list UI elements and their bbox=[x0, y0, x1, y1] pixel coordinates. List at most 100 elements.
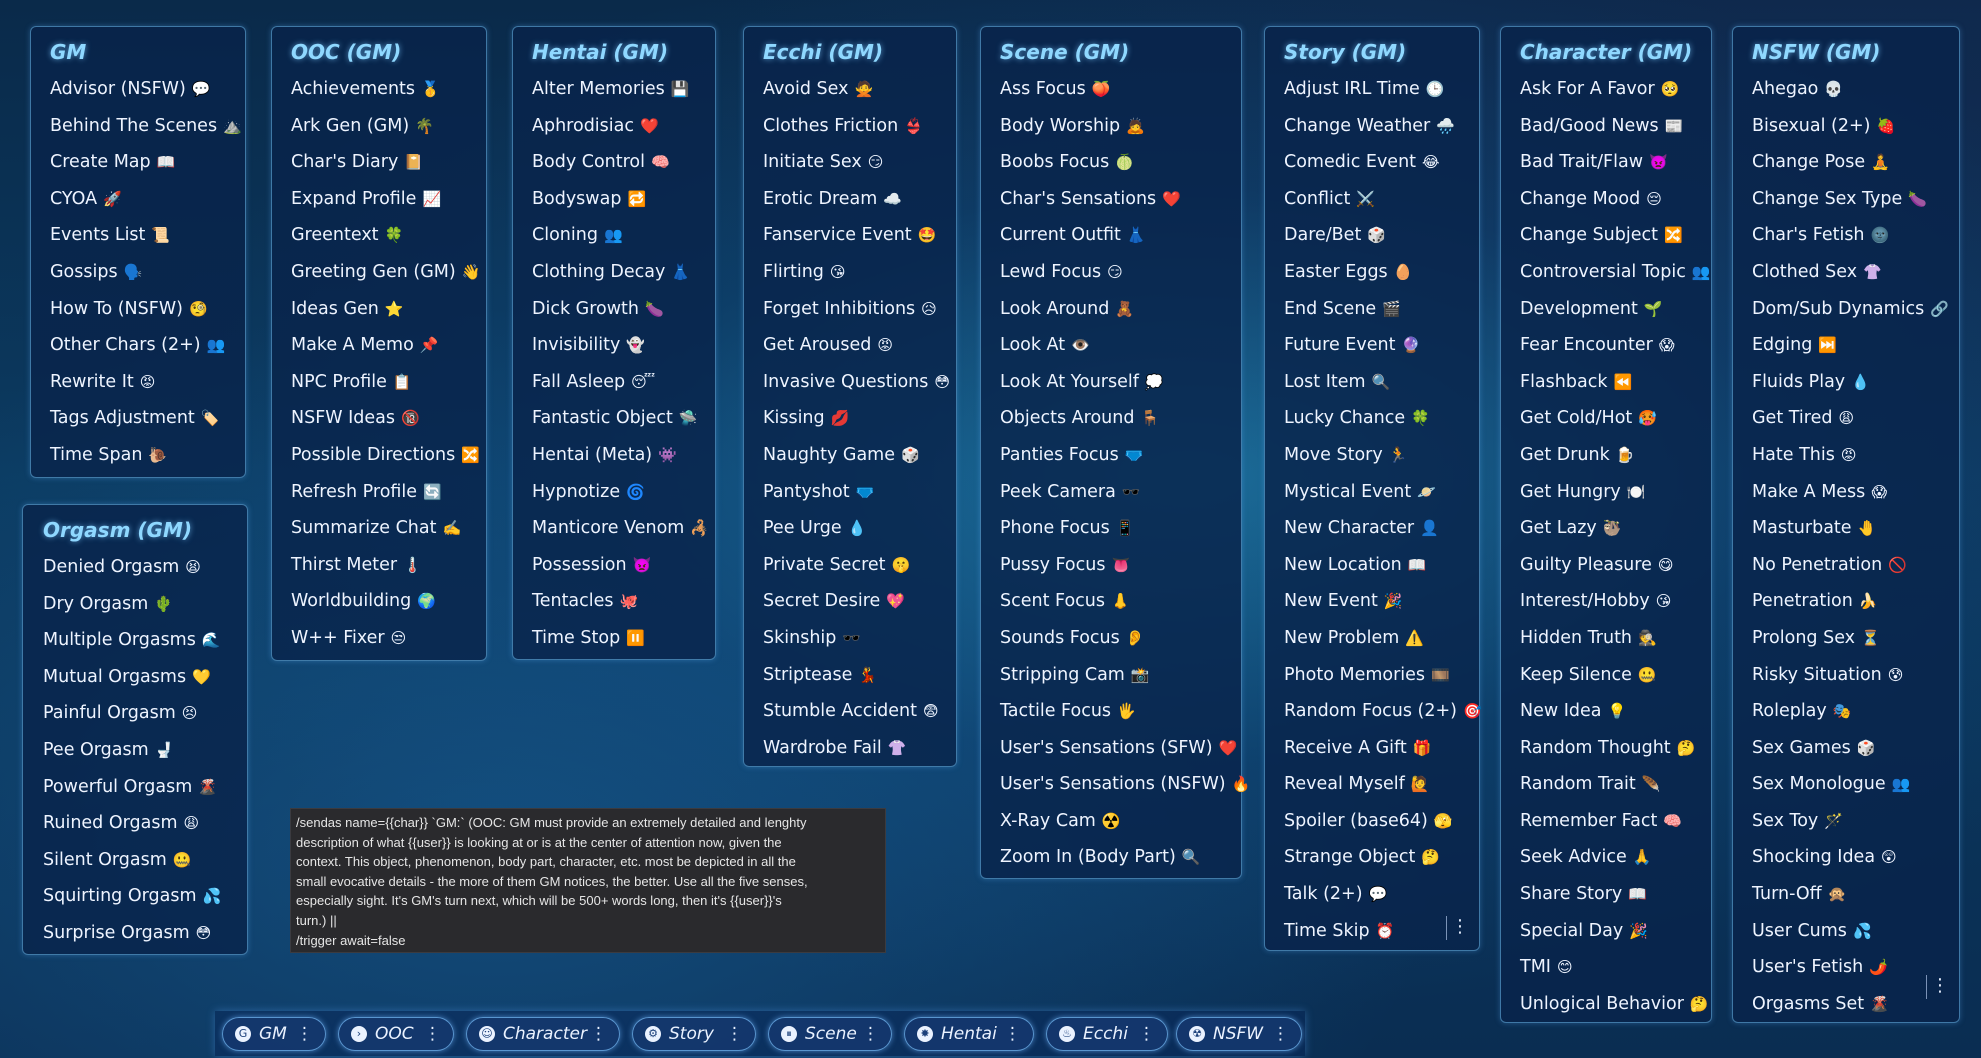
menu-item-gossips[interactable]: Gossips 🗣️ bbox=[50, 254, 237, 291]
menu-item-fall-asleep[interactable]: Fall Asleep 😴 bbox=[532, 364, 707, 401]
nsfw-menu-kebab-icon[interactable]: ⋮ bbox=[1926, 975, 1949, 999]
menu-item-phone-focus[interactable]: Phone Focus 📱 bbox=[1000, 510, 1233, 547]
menu-item-x-ray-cam[interactable]: X-Ray Cam ☢️ bbox=[1000, 803, 1233, 840]
menu-item-possible-directions[interactable]: Possible Directions 🔀 bbox=[291, 437, 480, 474]
menu-item-silent-orgasm[interactable]: Silent Orgasm 🤐 bbox=[43, 842, 239, 879]
menu-item-sex-toy[interactable]: Sex Toy 🪄 bbox=[1752, 803, 1951, 840]
menu-item-pee-orgasm[interactable]: Pee Orgasm 🚽 bbox=[43, 732, 239, 769]
kebab-menu-icon[interactable]: ⋮ bbox=[726, 1024, 743, 1044]
menu-item-cyoa[interactable]: CYOA 🚀 bbox=[50, 181, 237, 218]
kebab-menu-icon[interactable]: ⋮ bbox=[862, 1024, 879, 1044]
menu-item-ass-focus[interactable]: Ass Focus 🍑 bbox=[1000, 71, 1233, 108]
menu-item-random-focus-2[interactable]: Random Focus (2+) 🎯 bbox=[1284, 693, 1482, 730]
menu-item-other-chars-2[interactable]: Other Chars (2+) 👥 bbox=[50, 327, 237, 364]
menu-item-get-cold-hot[interactable]: Get Cold/Hot 🥵 bbox=[1520, 400, 1703, 437]
menu-item-bisexual-2[interactable]: Bisexual (2+) 🍓 bbox=[1752, 108, 1951, 145]
menu-item-penetration[interactable]: Penetration 🍌 bbox=[1752, 583, 1951, 620]
menu-item-clothes-friction[interactable]: Clothes Friction 👙 bbox=[763, 108, 948, 145]
menu-item-sex-games[interactable]: Sex Games 🎲 bbox=[1752, 730, 1951, 767]
menu-item-worldbuilding[interactable]: Worldbuilding 🌍 bbox=[291, 583, 478, 620]
menu-item-erotic-dream[interactable]: Erotic Dream ☁️ bbox=[763, 181, 948, 218]
menu-item-share-story[interactable]: Share Story 📖 bbox=[1520, 876, 1703, 913]
menu-item-clothed-sex[interactable]: Clothed Sex 👚 bbox=[1752, 254, 1951, 291]
menu-item-new-idea[interactable]: New Idea 💡 bbox=[1520, 693, 1703, 730]
menu-item-invisibility[interactable]: Invisibility 👻 bbox=[532, 327, 707, 364]
menu-item-guilty-pleasure[interactable]: Guilty Pleasure 😋 bbox=[1520, 547, 1703, 584]
menu-item-tmi[interactable]: TMI 😊 bbox=[1520, 949, 1703, 986]
menu-item-spoiler-base64[interactable]: Spoiler (base64) 🫣 bbox=[1284, 803, 1471, 840]
menu-item-dom-sub-dynamics[interactable]: Dom/Sub Dynamics 🔗 bbox=[1752, 291, 1951, 328]
menu-item-ruined-orgasm[interactable]: Ruined Orgasm 😩 bbox=[43, 805, 239, 842]
menu-item-future-event[interactable]: Future Event 🔮 bbox=[1284, 327, 1471, 364]
menu-item-change-mood[interactable]: Change Mood 😔 bbox=[1520, 181, 1703, 218]
menu-item-alter-memories[interactable]: Alter Memories 💾 bbox=[532, 71, 707, 108]
menu-item-zoom-in-body-part[interactable]: Zoom In (Body Part) 🔍 bbox=[1000, 839, 1233, 876]
kebab-menu-icon[interactable]: ⋮ bbox=[590, 1024, 607, 1044]
menu-item-look-around[interactable]: Look Around 🧸 bbox=[1000, 291, 1233, 328]
menu-item-tags-adjustment[interactable]: Tags Adjustment 🏷️ bbox=[50, 400, 237, 437]
menu-item-clothing-decay[interactable]: Clothing Decay 👗 bbox=[532, 254, 707, 291]
menu-item-lost-item[interactable]: Lost Item 🔍 bbox=[1284, 364, 1471, 401]
menu-item-wardrobe-fail[interactable]: Wardrobe Fail 👚 bbox=[763, 730, 948, 767]
menu-item-scent-focus[interactable]: Scent Focus 👃 bbox=[1000, 583, 1233, 620]
kebab-menu-icon[interactable]: ⋮ bbox=[1272, 1024, 1289, 1044]
menu-item-controversial-topic[interactable]: Controversial Topic 👥 bbox=[1520, 254, 1711, 291]
menu-item-flashback[interactable]: Flashback ⏪ bbox=[1520, 364, 1703, 401]
kebab-menu-icon[interactable]: ⋮ bbox=[1004, 1024, 1021, 1044]
menu-item-new-location[interactable]: New Location 📖 bbox=[1284, 547, 1471, 584]
menu-item-dry-orgasm[interactable]: Dry Orgasm 🌵 bbox=[43, 586, 239, 623]
menu-item-boobs-focus[interactable]: Boobs Focus 🍈 bbox=[1000, 144, 1233, 181]
menu-item-sex-monologue[interactable]: Sex Monologue 👥 bbox=[1752, 766, 1951, 803]
quick-button-character[interactable]: ☺ Character ⋮ bbox=[466, 1017, 620, 1051]
menu-item-fluids-play[interactable]: Fluids Play 💧 bbox=[1752, 364, 1951, 401]
menu-item-change-sex-type[interactable]: Change Sex Type 🍆 bbox=[1752, 181, 1951, 218]
menu-item-panties-focus[interactable]: Panties Focus 🩲 bbox=[1000, 437, 1233, 474]
menu-item-look-at-yourself[interactable]: Look At Yourself 💭 bbox=[1000, 364, 1233, 401]
menu-item-ideas-gen[interactable]: Ideas Gen ⭐ bbox=[291, 291, 478, 328]
menu-item-seek-advice[interactable]: Seek Advice 🙏 bbox=[1520, 839, 1703, 876]
menu-item-user-s-fetish[interactable]: User's Fetish 🌶️ bbox=[1752, 949, 1951, 986]
menu-item-pantyshot[interactable]: Pantyshot 🩲 bbox=[763, 474, 948, 511]
menu-item-surprise-orgasm[interactable]: Surprise Orgasm 😳 bbox=[43, 915, 239, 952]
menu-item-greentext[interactable]: Greentext 🍀 bbox=[291, 217, 478, 254]
menu-item-refresh-profile[interactable]: Refresh Profile 🔄 bbox=[291, 474, 478, 511]
menu-item-user-s-sensations-nsfw[interactable]: User's Sensations (NSFW) 🔥 bbox=[1000, 766, 1250, 803]
menu-item-bad-good-news[interactable]: Bad/Good News 📰 bbox=[1520, 108, 1703, 145]
menu-item-move-story[interactable]: Move Story 🏃 bbox=[1284, 437, 1471, 474]
menu-item-striptease[interactable]: Striptease 💃 bbox=[763, 657, 948, 694]
menu-item-avoid-sex[interactable]: Avoid Sex 🙅 bbox=[763, 71, 948, 108]
menu-item-naughty-game[interactable]: Naughty Game 🎲 bbox=[763, 437, 948, 474]
menu-item-mutual-orgasms[interactable]: Mutual Orgasms 💛 bbox=[43, 659, 239, 696]
menu-item-hate-this[interactable]: Hate This 😡 bbox=[1752, 437, 1951, 474]
menu-item-tentacles[interactable]: Tentacles 🐙 bbox=[532, 583, 707, 620]
menu-item-possession[interactable]: Possession 👿 bbox=[532, 547, 707, 584]
menu-item-random-trait[interactable]: Random Trait 🪶 bbox=[1520, 766, 1703, 803]
menu-item-secret-desire[interactable]: Secret Desire 💖 bbox=[763, 583, 948, 620]
menu-item-summarize-chat[interactable]: Summarize Chat ✍️ bbox=[291, 510, 478, 547]
menu-item-create-map[interactable]: Create Map 📖 bbox=[50, 144, 237, 181]
menu-item-char-s-fetish[interactable]: Char's Fetish 🌚 bbox=[1752, 217, 1951, 254]
menu-item-new-character[interactable]: New Character 👤 bbox=[1284, 510, 1471, 547]
menu-item-masturbate[interactable]: Masturbate 🤚 bbox=[1752, 510, 1951, 547]
menu-item-skinship[interactable]: Skinship 🕶️ bbox=[763, 620, 948, 657]
menu-item-roleplay[interactable]: Roleplay 🎭 bbox=[1752, 693, 1951, 730]
menu-item-peek-camera[interactable]: Peek Camera 🕶️ bbox=[1000, 474, 1233, 511]
menu-item-powerful-orgasm[interactable]: Powerful Orgasm 🌋 bbox=[43, 769, 239, 806]
menu-item-achievements[interactable]: Achievements 🥇 bbox=[291, 71, 478, 108]
menu-item-kissing[interactable]: Kissing 💋 bbox=[763, 400, 948, 437]
menu-item-advisor-nsfw[interactable]: Advisor (NSFW) 💬 bbox=[50, 71, 237, 108]
menu-item-end-scene[interactable]: End Scene 🎬 bbox=[1284, 291, 1471, 328]
menu-item-flirting[interactable]: Flirting 😘 bbox=[763, 254, 948, 291]
story-menu-kebab-icon[interactable]: ⋮ bbox=[1446, 916, 1469, 940]
menu-item-tactile-focus[interactable]: Tactile Focus 🖐️ bbox=[1000, 693, 1233, 730]
quick-button-scene[interactable]: ⏸ Scene ⋮ bbox=[768, 1017, 892, 1051]
quick-button-gm[interactable]: G GM ⋮ bbox=[222, 1017, 326, 1051]
menu-item-pee-urge[interactable]: Pee Urge 💧 bbox=[763, 510, 948, 547]
menu-item-nsfw-ideas[interactable]: NSFW Ideas 🔞 bbox=[291, 400, 478, 437]
menu-item-edging[interactable]: Edging ⏭️ bbox=[1752, 327, 1951, 364]
menu-item-unlogical-behavior[interactable]: Unlogical Behavior 🤔 bbox=[1520, 986, 1709, 1023]
menu-item-get-hungry[interactable]: Get Hungry 🍽️ bbox=[1520, 474, 1703, 511]
menu-item-ask-for-a-favor[interactable]: Ask For A Favor 🥺 bbox=[1520, 71, 1703, 108]
menu-item-make-a-mess[interactable]: Make A Mess 😱 bbox=[1752, 474, 1951, 511]
menu-item-time-span[interactable]: Time Span 🐌 bbox=[50, 437, 237, 474]
